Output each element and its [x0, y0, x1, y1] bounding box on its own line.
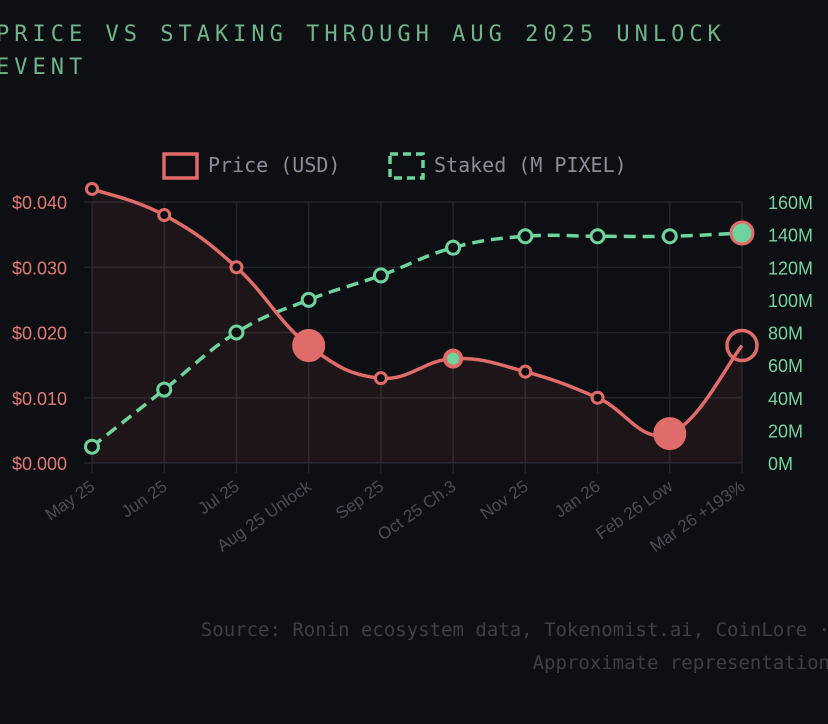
x-tick-label: Nov 25 [477, 477, 532, 523]
y-right-tick-label: 20M [768, 421, 803, 441]
y-axis-left: $0.000 $0.010 $0.020 $0.030 $0.040 [12, 193, 67, 474]
staked-point [300, 291, 317, 308]
price-point [590, 390, 605, 405]
y-right-tick-label: 0M [768, 454, 793, 474]
legend-label-staked: Staked (M PIXEL) [434, 153, 627, 177]
y-left-tick-label: $0.010 [12, 389, 67, 409]
legend-swatch-staked [388, 152, 425, 180]
x-tick-label: Sep 25 [332, 477, 387, 523]
price-series-points [85, 181, 759, 451]
source-line-1: Source: Ronin ecosystem data, Tokenomist… [201, 619, 828, 641]
y-right-tick-label: 100M [768, 291, 813, 311]
staked-point [661, 228, 678, 245]
chart-title-line-2: EVENT [0, 55, 87, 80]
y-right-tick-label: 40M [768, 389, 803, 409]
y-axis-right: 0M 20M 40M 60M 80M 100M 120M 140M 160M [768, 193, 813, 474]
price-point [725, 328, 759, 363]
price-point [85, 181, 99, 196]
source-line-2: Approximate representation [533, 652, 828, 674]
staked-point [729, 220, 755, 246]
price-point [518, 364, 533, 379]
y-left-tick-label: $0.000 [12, 454, 67, 474]
price-point [443, 348, 464, 369]
legend-label-price: Price (USD) [208, 153, 340, 177]
staked-series-line [90, 231, 743, 449]
x-tick-label: Jul 25 [195, 477, 243, 519]
y-left-tick-label: $0.040 [12, 193, 67, 213]
staked-series-points [84, 220, 755, 455]
legend: Price (USD) Staked (M PIXEL) [162, 152, 627, 180]
price-point [653, 417, 687, 451]
staked-point [228, 324, 245, 341]
price-series-line [91, 187, 744, 438]
x-tick-label: Oct 25 Ch.3 [374, 477, 459, 545]
staked-point [84, 438, 100, 455]
staked-point [589, 228, 606, 245]
chart-title-line-1: PRICE VS STAKING THROUGH AUG 2025 UNLOCK [0, 22, 726, 47]
y-right-tick-label: 160M [768, 193, 813, 213]
price-point [292, 329, 326, 363]
y-right-tick-label: 60M [768, 356, 803, 376]
y-right-tick-label: 140M [768, 226, 813, 246]
y-right-tick-label: 120M [768, 258, 813, 278]
price-point [157, 208, 172, 223]
x-tick-label: Jan 26 [551, 477, 604, 522]
price-area-fill [92, 188, 742, 463]
x-tick-label: May 25 [42, 477, 99, 525]
price-point [229, 260, 244, 275]
x-tick-label: Jun 25 [118, 477, 171, 522]
staked-point [517, 228, 534, 245]
price-point [373, 371, 388, 386]
legend-swatch-price [162, 152, 199, 180]
y-right-tick-label: 80M [768, 324, 803, 344]
staked-point [445, 239, 462, 256]
y-left-tick-label: $0.030 [12, 258, 67, 278]
staked-point [372, 267, 389, 284]
staked-point [156, 381, 173, 398]
y-left-tick-label: $0.020 [12, 324, 67, 344]
